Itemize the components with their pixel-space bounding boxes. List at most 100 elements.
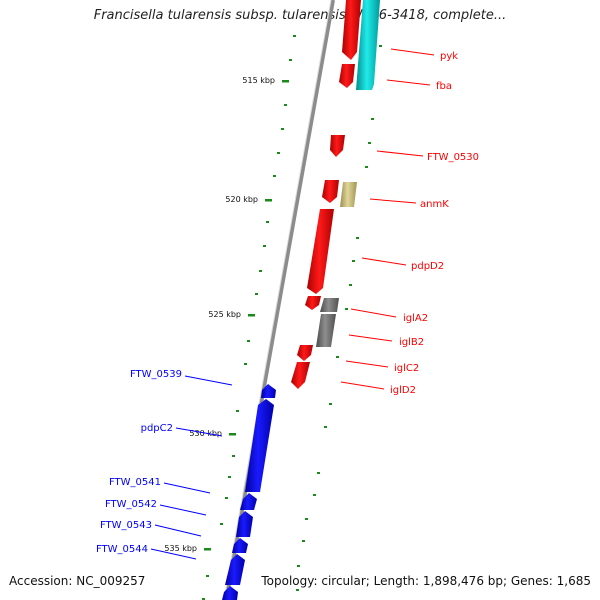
tick-dot [228, 476, 231, 478]
leader-line [175, 427, 223, 437]
tick-dot [220, 523, 223, 525]
gene-label-ftw_0542[interactable]: FTW_0542 [105, 499, 157, 510]
leader-line [361, 257, 407, 266]
gene-label-pdpc2[interactable]: pdpC2 [141, 423, 173, 434]
tick-dot [345, 308, 348, 310]
gene-feature-ftw0545[interactable] [222, 586, 238, 600]
tick-dot [365, 166, 368, 168]
scale-tick-label: 520 kbp [225, 195, 258, 204]
tick-dot [232, 455, 235, 457]
tick-dot [305, 518, 308, 520]
scale-tick-label: 525 kbp [208, 310, 241, 319]
tick-dot [297, 565, 300, 567]
tick-dot [356, 237, 359, 239]
gene-feature-iglb2[interactable] [320, 298, 339, 312]
genome-backbone-highlight [223, 0, 332, 600]
leader-line [376, 150, 424, 157]
tick-dot [352, 260, 355, 262]
map-title: Francisella tularensis subsp. tularensis… [93, 8, 507, 23]
gene-feature-iglc2[interactable] [297, 345, 313, 361]
leader-line [369, 198, 417, 204]
tick-dot [225, 497, 228, 499]
tick-dot [317, 472, 320, 474]
gene-label-ftw_0530[interactable]: FTW_0530 [427, 152, 479, 163]
gene-feature-ftw0542[interactable] [236, 511, 253, 537]
gene-label-igla2[interactable]: iglA2 [403, 313, 428, 324]
leader-line [350, 308, 397, 318]
scale-tick-mark [204, 548, 211, 551]
gene-label-pyk[interactable]: pyk [440, 51, 458, 62]
gene-feature-pdpc2[interactable] [245, 399, 274, 492]
gene-feature-fba[interactable] [339, 64, 355, 88]
gene-label-fba[interactable]: fba [436, 81, 452, 92]
tick-dot [302, 540, 305, 542]
gene-feature-iglb2-b[interactable] [316, 314, 336, 347]
tick-dot [349, 284, 352, 286]
gene-label-ftw_0539[interactable]: FTW_0539 [130, 369, 182, 380]
tick-dot [284, 104, 287, 106]
gene-label-iglb2[interactable]: iglB2 [399, 337, 424, 348]
tick-dot [371, 118, 374, 120]
gene-feature-anmk[interactable] [340, 182, 357, 207]
reverse-features [222, 384, 276, 600]
gene-feature-pdpd2[interactable] [307, 209, 334, 294]
gene-label-ftw_0541[interactable]: FTW_0541 [109, 477, 161, 488]
gene-feature-igla2[interactable] [305, 296, 321, 310]
leader-line [345, 360, 389, 368]
tick-dot [293, 35, 296, 37]
scale-tick-label: 535 kbp [164, 544, 197, 553]
gene-feature-ftw0530[interactable] [330, 135, 345, 157]
gene-feature-igld2[interactable] [291, 362, 310, 389]
right-gene-labels: pyk fba FTW_0530 anmK pdpD2 iglA2 iglB2 iglC2 ig… [340, 48, 479, 396]
leader-line [159, 504, 207, 516]
tick-dot [244, 363, 247, 365]
gene-feature-pyk[interactable] [342, 0, 361, 60]
forward-features [291, 0, 380, 389]
gene-label-iglc2[interactable]: iglC2 [394, 363, 419, 374]
accession-text: Accession: NC_009257 [9, 574, 146, 588]
leader-line [163, 482, 211, 494]
scale-tick-mark [282, 80, 289, 83]
gene-feature-ftw0541[interactable] [240, 493, 257, 510]
tick-dot [324, 426, 327, 428]
gene-feature-anmk-cap[interactable] [322, 180, 339, 203]
leader-line [150, 548, 197, 560]
gene-label-ftw_0544[interactable]: FTW_0544 [96, 544, 148, 555]
leader-line [386, 79, 431, 86]
gene-label-pdpd2[interactable]: pdpD2 [411, 261, 444, 272]
tick-dot [247, 340, 250, 342]
genome-summary: Topology: circular; Length: 1,898,476 bp… [261, 574, 591, 588]
tick-dot [296, 589, 299, 591]
gene-label-igld2[interactable]: iglD2 [390, 385, 416, 396]
tick-dot [336, 356, 339, 358]
tick-dot [277, 152, 280, 154]
tick-dot [255, 293, 258, 295]
gene-feature-pyk-cyan[interactable] [356, 0, 380, 90]
gene-label-anmk[interactable]: anmK [420, 199, 449, 210]
tick-dot [236, 410, 239, 412]
scale-tick-mark [229, 433, 236, 436]
left-gene-labels: FTW_0539 pdpC2 FTW_0541 FTW_0542 FTW_0543 FTW… [96, 369, 233, 560]
gene-label-ftw_0543[interactable]: FTW_0543 [100, 520, 152, 531]
tick-dot [202, 598, 205, 600]
tick-dot [206, 575, 209, 577]
leader-line [340, 381, 385, 390]
tick-dot [263, 245, 266, 247]
scale-tick-label: 515 kbp [242, 76, 275, 85]
leader-line [348, 334, 393, 342]
gene-feature-ftw0539[interactable] [261, 384, 276, 398]
scale-tick-mark [265, 199, 272, 202]
tick-dot [329, 403, 332, 405]
tick-dot [313, 494, 316, 496]
leader-line [390, 48, 435, 56]
tick-dot [259, 270, 262, 272]
gene-feature-ftw0544[interactable] [225, 554, 245, 585]
gene-feature-ftw0543[interactable] [232, 538, 248, 553]
leader-line [184, 375, 233, 386]
tick-dot [273, 175, 276, 177]
tick-dot [266, 221, 269, 223]
tick-dot [379, 45, 382, 47]
tick-dot [368, 142, 371, 144]
